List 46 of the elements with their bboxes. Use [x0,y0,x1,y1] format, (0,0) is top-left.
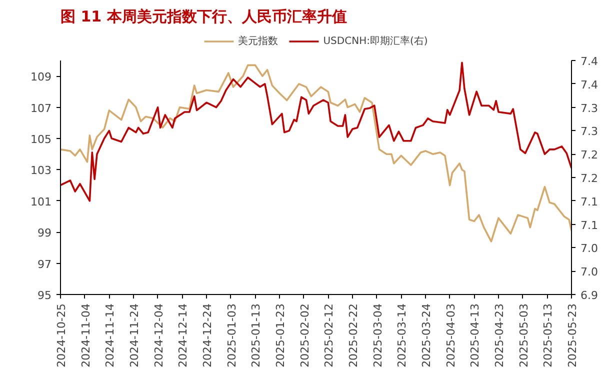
x-tick-label: 2024-10-25 [55,303,68,368]
x-tick-label: 2024-11-14 [104,303,117,368]
y2-tick-label: 6.9 [580,289,598,302]
line-series [60,64,572,242]
x-tick-label: 2024-12-04 [152,303,166,368]
y-tick-label: 103 [30,164,52,178]
x-tick-label: 2025-05-23 [566,303,579,368]
y2-tick-label: 7.3 [580,125,598,138]
x-tick-label: 2025-04-23 [493,303,506,368]
y2-tick-label: 7.4 [580,55,598,68]
x-tick-label: 2025-02-02 [298,303,312,368]
y-tick-label: 107 [30,102,52,115]
y2-tick-label: 7.2 [580,148,598,162]
y2-tick-label: 7.3 [580,102,598,115]
chart-title: 图 11 本周美元指数下行、人民币汇率升值 [60,8,347,26]
x-tick-label: 2025-03-04 [371,303,384,368]
x-tick-label: 2024-12-24 [201,303,214,368]
y-tick-label: 101 [30,195,52,208]
x-tick-label: 2025-01-23 [274,303,287,368]
y-tick-label: 99 [38,226,52,240]
x-tick-label: 2025-01-03 [225,303,238,368]
x-tick-label: 2025-05-13 [542,303,555,368]
x-tick-label: 2024-12-14 [176,303,190,368]
x-tick-label: 2025-03-14 [396,303,409,368]
x-tick-label: 2025-05-03 [517,303,530,368]
x-tick-label: 2025-03-24 [420,303,433,368]
x-tick-label: 2025-02-12 [322,303,336,368]
y2-tick-label: 7.1 [580,195,598,208]
y-tick-label: 97 [38,258,52,271]
y-tick-label: 95 [38,289,52,302]
y2-tick-label: 7.4 [580,78,598,92]
x-tick-label: 2024-11-04 [79,303,92,368]
line-series [60,62,572,202]
y2-tick-label: 7.1 [580,218,598,232]
x-tick-label: 2025-04-13 [468,303,482,368]
legend-label: 美元指数 [238,34,278,48]
x-tick-label: 2024-11-24 [128,303,141,368]
legend-label: USDCNH:即期汇率(右) [323,34,428,48]
x-tick-label: 2025-02-22 [347,303,360,368]
x-tick-label: 2025-04-03 [444,303,458,368]
y-tick-label: 109 [30,70,52,84]
x-tick-label: 2025-01-13 [250,303,263,368]
y2-tick-label: 7.2 [580,172,598,185]
y-tick-label: 105 [30,133,52,146]
y2-tick-label: 7.0 [580,242,598,256]
y2-tick-label: 7.0 [580,266,598,279]
